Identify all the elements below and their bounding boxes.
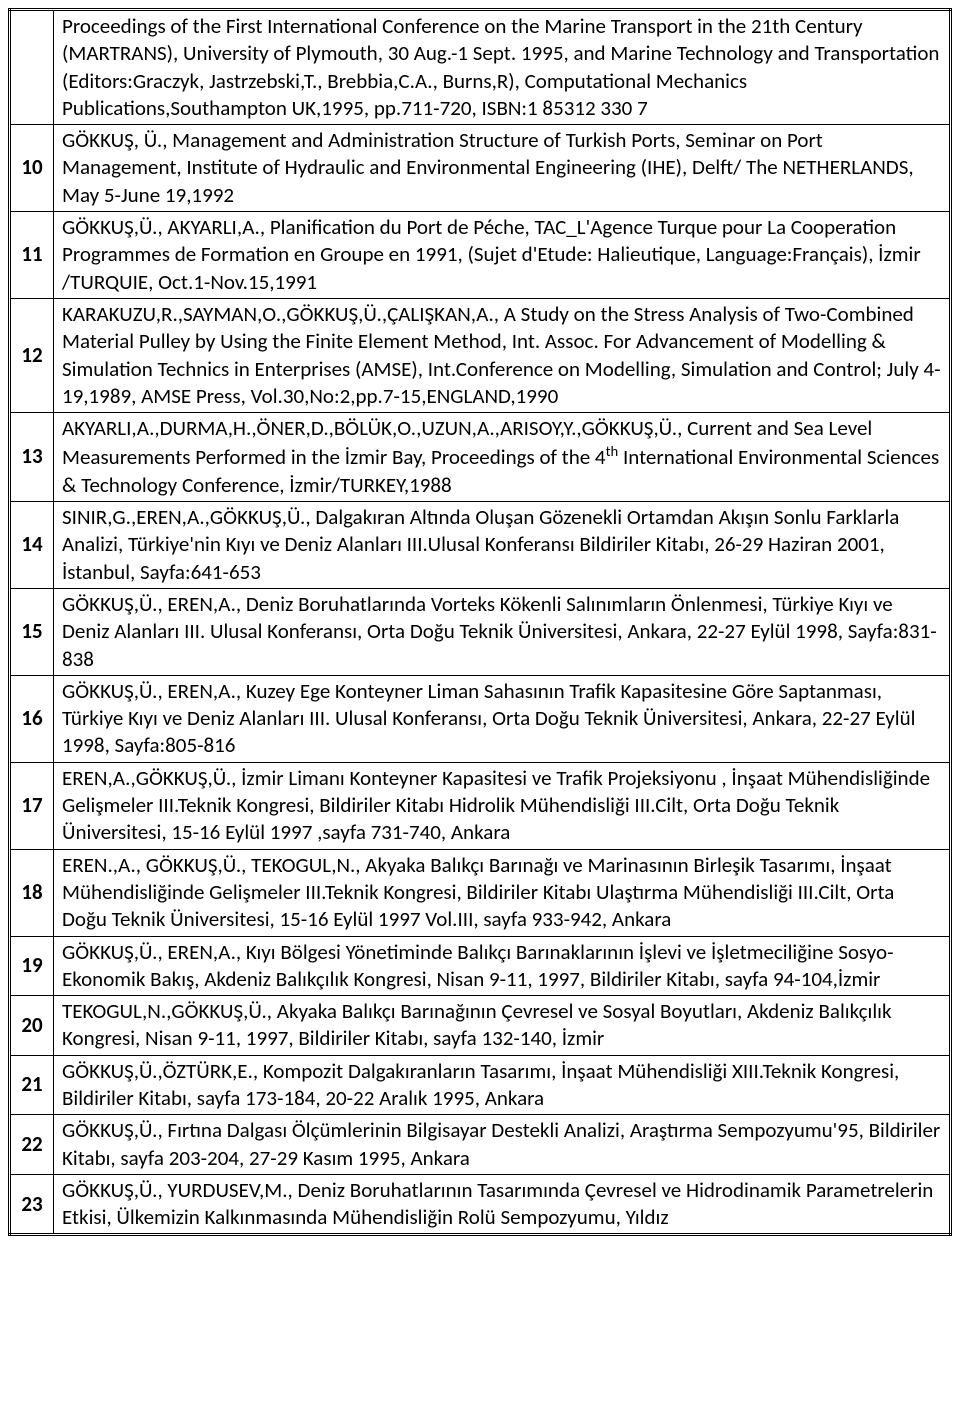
- ordinal-superscript: th: [606, 442, 619, 460]
- row-number: 14: [10, 502, 54, 589]
- table-row: 13AKYARLI,A.,DURMA,H.,ÖNER,D.,BÖLÜK,O.,U…: [10, 413, 951, 502]
- row-number: 21: [10, 1055, 54, 1115]
- row-number: 15: [10, 588, 54, 675]
- row-number: 10: [10, 125, 54, 212]
- publications-table: Proceedings of the First International C…: [8, 8, 952, 1236]
- row-text: GÖKKUŞ,Ü.,ÖZTÜRK,E., Kompozit Dalgakıran…: [54, 1055, 951, 1115]
- table-row: 15GÖKKUŞ,Ü., EREN,A., Deniz Boruhatların…: [10, 588, 951, 675]
- table-row: 16GÖKKUŞ,Ü., EREN,A., Kuzey Ege Konteyne…: [10, 675, 951, 762]
- row-text: GÖKKUŞ,Ü., YURDUSEV,M., Deniz Boruhatlar…: [54, 1174, 951, 1235]
- row-number: 20: [10, 996, 54, 1056]
- publications-tbody: Proceedings of the First International C…: [10, 10, 951, 1235]
- row-text: GÖKKUŞ,Ü., EREN,A., Kıyı Bölgesi Yönetim…: [54, 936, 951, 996]
- row-number: 23: [10, 1174, 54, 1235]
- row-text: GÖKKUŞ,Ü., AKYARLI,A., Planification du …: [54, 212, 951, 299]
- row-number: 22: [10, 1115, 54, 1175]
- page-container: Proceedings of the First International C…: [0, 0, 960, 1244]
- row-text: SINIR,G.,EREN,A.,GÖKKUŞ,Ü., Dalgakıran A…: [54, 502, 951, 589]
- table-row: 12KARAKUZU,R.,SAYMAN,O.,GÖKKUŞ,Ü.,ÇALIŞK…: [10, 298, 951, 412]
- row-text: EREN.,A., GÖKKUŞ,Ü., TEKOGUL,N., Akyaka …: [54, 849, 951, 936]
- table-row: 20TEKOGUL,N.,GÖKKUŞ,Ü., Akyaka Balıkçı B…: [10, 996, 951, 1056]
- table-row: 21GÖKKUŞ,Ü.,ÖZTÜRK,E., Kompozit Dalgakır…: [10, 1055, 951, 1115]
- row-number: 11: [10, 212, 54, 299]
- row-text: KARAKUZU,R.,SAYMAN,O.,GÖKKUŞ,Ü.,ÇALIŞKAN…: [54, 298, 951, 412]
- table-row: 11GÖKKUŞ,Ü., AKYARLI,A., Planification d…: [10, 212, 951, 299]
- row-text: AKYARLI,A.,DURMA,H.,ÖNER,D.,BÖLÜK,O.,UZU…: [54, 413, 951, 502]
- table-row: 10GÖKKUŞ, Ü., Management and Administrat…: [10, 125, 951, 212]
- row-text: GÖKKUŞ,Ü., EREN,A., Deniz Boruhatlarında…: [54, 588, 951, 675]
- table-row: Proceedings of the First International C…: [10, 10, 951, 125]
- row-text: TEKOGUL,N.,GÖKKUŞ,Ü., Akyaka Balıkçı Bar…: [54, 996, 951, 1056]
- row-number: [10, 10, 54, 125]
- table-row: 19GÖKKUŞ,Ü., EREN,A., Kıyı Bölgesi Yönet…: [10, 936, 951, 996]
- table-row: 23GÖKKUŞ,Ü., YURDUSEV,M., Deniz Boruhatl…: [10, 1174, 951, 1235]
- row-number: 18: [10, 849, 54, 936]
- row-text: Proceedings of the First International C…: [54, 10, 951, 125]
- table-row: 18EREN.,A., GÖKKUŞ,Ü., TEKOGUL,N., Akyak…: [10, 849, 951, 936]
- row-number: 16: [10, 675, 54, 762]
- row-text: EREN,A.,GÖKKUŞ,Ü., İzmir Limanı Konteyne…: [54, 762, 951, 849]
- row-number: 12: [10, 298, 54, 412]
- table-row: 17EREN,A.,GÖKKUŞ,Ü., İzmir Limanı Kontey…: [10, 762, 951, 849]
- row-text: GÖKKUŞ,Ü., EREN,A., Kuzey Ege Konteyner …: [54, 675, 951, 762]
- row-number: 19: [10, 936, 54, 996]
- row-text: GÖKKUŞ, Ü., Management and Administratio…: [54, 125, 951, 212]
- row-text: GÖKKUŞ,Ü., Fırtına Dalgası Ölçümlerinin …: [54, 1115, 951, 1175]
- row-number: 13: [10, 413, 54, 502]
- table-row: 22GÖKKUŞ,Ü., Fırtına Dalgası Ölçümlerini…: [10, 1115, 951, 1175]
- table-row: 14SINIR,G.,EREN,A.,GÖKKUŞ,Ü., Dalgakıran…: [10, 502, 951, 589]
- row-number: 17: [10, 762, 54, 849]
